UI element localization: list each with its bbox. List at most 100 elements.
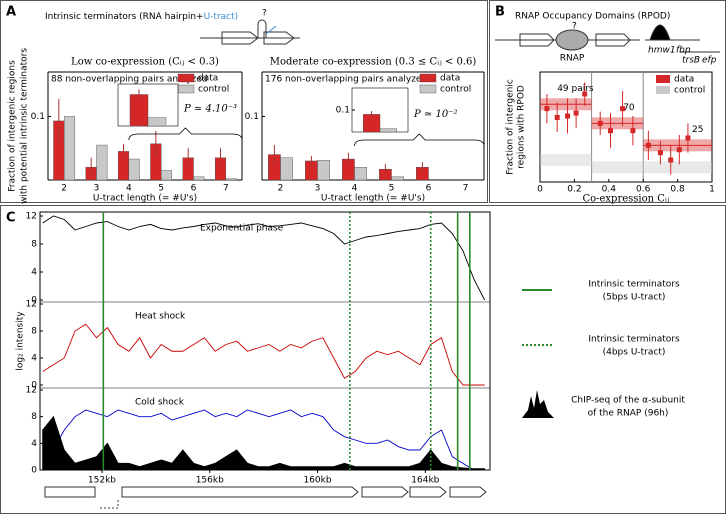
x-axis-label: U-tract length (= #U's) xyxy=(321,194,425,204)
brace xyxy=(354,133,485,147)
x-tick-label: 1 xyxy=(709,185,715,195)
y-tick-label: 4 xyxy=(31,268,37,278)
y-tick-label: 0.1 xyxy=(245,112,259,122)
x-tick-label: 7 xyxy=(223,184,229,194)
bar xyxy=(63,116,76,181)
x-tick-label: 3 xyxy=(315,184,321,194)
heading-highlight: U-tract) xyxy=(204,12,239,22)
legend-swatch xyxy=(656,86,670,94)
domain-band xyxy=(540,154,592,166)
legend-swatch xyxy=(419,73,437,83)
panel-label: A xyxy=(6,5,16,20)
panel-a-frame xyxy=(0,0,488,203)
point xyxy=(608,128,614,134)
legend-swatch xyxy=(177,73,195,83)
x-tick-label: 0 xyxy=(537,185,543,195)
x-tick-label: 5 xyxy=(389,184,395,194)
point xyxy=(597,120,603,126)
panel-label: B xyxy=(495,5,505,20)
x-tick-label: 4 xyxy=(352,184,358,194)
x-tick-label: 0.2 xyxy=(567,185,581,195)
x-tick-label: 156kb xyxy=(196,476,224,486)
point xyxy=(630,128,636,134)
panel-heading: RNAP Occupancy Domains (RPOD) xyxy=(515,12,670,22)
bar xyxy=(225,178,237,181)
domain-label: 25 xyxy=(692,125,703,135)
p-value: P ≃ 10⁻² xyxy=(413,109,457,120)
y-axis-label: regions with RPOD xyxy=(517,85,527,169)
y-tick-label: 0 xyxy=(31,466,37,476)
legend-swatch xyxy=(656,75,670,83)
bar xyxy=(280,157,293,181)
x-tick-label: 164kb xyxy=(411,476,439,486)
gene-label: hmw1 xyxy=(648,46,676,56)
note: 176 non-overlapping pairs analyzed xyxy=(265,75,427,85)
bar xyxy=(391,176,404,181)
x-tick-label: 152kb xyxy=(88,476,116,486)
x-tick-label: 2 xyxy=(61,184,67,194)
track-title: Exponential phase xyxy=(200,224,284,234)
legend-swatch xyxy=(177,84,195,94)
domain-label: 49 pairs xyxy=(557,84,594,94)
heading-text: Intrinsic terminators (RNA hairpin+ xyxy=(45,12,204,22)
y-tick-label: 12 xyxy=(26,212,37,222)
plot-frame xyxy=(539,71,713,183)
x-tick-label: 2 xyxy=(278,184,284,194)
inset-bar xyxy=(379,128,397,133)
trace xyxy=(42,323,485,386)
point xyxy=(565,113,571,119)
y-tick-label: 8 xyxy=(31,412,37,422)
inset-tick-label: 0.1 xyxy=(336,106,350,116)
point xyxy=(657,150,663,156)
rnap-diagram xyxy=(495,24,720,53)
x-axis-label: U-tract length (= #U's) xyxy=(93,194,197,204)
legend-label: data xyxy=(674,75,694,85)
y-tick-label: 8 xyxy=(31,327,37,337)
bar xyxy=(128,158,140,181)
p-value: P ≃ 4.10⁻³ xyxy=(183,104,237,115)
x-tick-label: 0.6 xyxy=(636,185,651,195)
point xyxy=(685,135,691,141)
plot-frame xyxy=(39,211,491,471)
x-tick-label: 5 xyxy=(158,184,164,194)
legend-label: data xyxy=(440,74,460,84)
gene-label: trsB xyxy=(682,56,700,66)
legend-label: control xyxy=(674,86,705,96)
domain-band xyxy=(591,161,644,174)
x-tick-label: 160kb xyxy=(303,476,331,486)
y-tick-label: 4 xyxy=(31,354,37,364)
point xyxy=(620,106,626,112)
bar xyxy=(317,160,330,181)
x-tick-label: 6 xyxy=(426,184,432,194)
x-tick-label: 0.8 xyxy=(670,185,685,195)
symbol: ? xyxy=(262,9,267,19)
bar xyxy=(465,179,478,181)
point xyxy=(582,91,588,97)
inset-bar xyxy=(147,117,167,127)
legend-label: control xyxy=(440,85,471,95)
chart-title: Moderate co-expression (0.3 ≤ Cᵢⱼ < 0.6) xyxy=(270,57,477,68)
y-tick-label: 4 xyxy=(31,439,37,449)
x-tick-label: 0.4 xyxy=(602,185,617,195)
point xyxy=(645,142,651,148)
trace xyxy=(42,215,486,301)
rnap-label: RNAP xyxy=(560,54,585,64)
legend-label: data xyxy=(198,74,218,84)
y-axis-label: with potential intrinsic terminators xyxy=(20,48,30,204)
panel-heading: Intrinsic terminators (RNA hairpin+U-tra… xyxy=(45,12,238,22)
gene-label: efp xyxy=(702,56,717,66)
bar xyxy=(193,176,205,181)
bar xyxy=(160,170,173,181)
symbol: ? xyxy=(572,22,577,32)
area xyxy=(42,415,486,471)
legend-label: of the RNAP (96h) xyxy=(588,409,669,419)
point xyxy=(668,157,674,163)
y-tick-label: 8 xyxy=(31,240,37,250)
gene-arrows xyxy=(44,486,487,509)
x-tick-label: 6 xyxy=(191,184,197,194)
chart-title: Low co-expression (Cᵢⱼ < 0.3) xyxy=(71,57,219,68)
legend-label: Intrinsic terminators xyxy=(588,280,680,290)
gene-label: fbp xyxy=(676,46,691,56)
track-title: Heat shock xyxy=(135,312,186,322)
